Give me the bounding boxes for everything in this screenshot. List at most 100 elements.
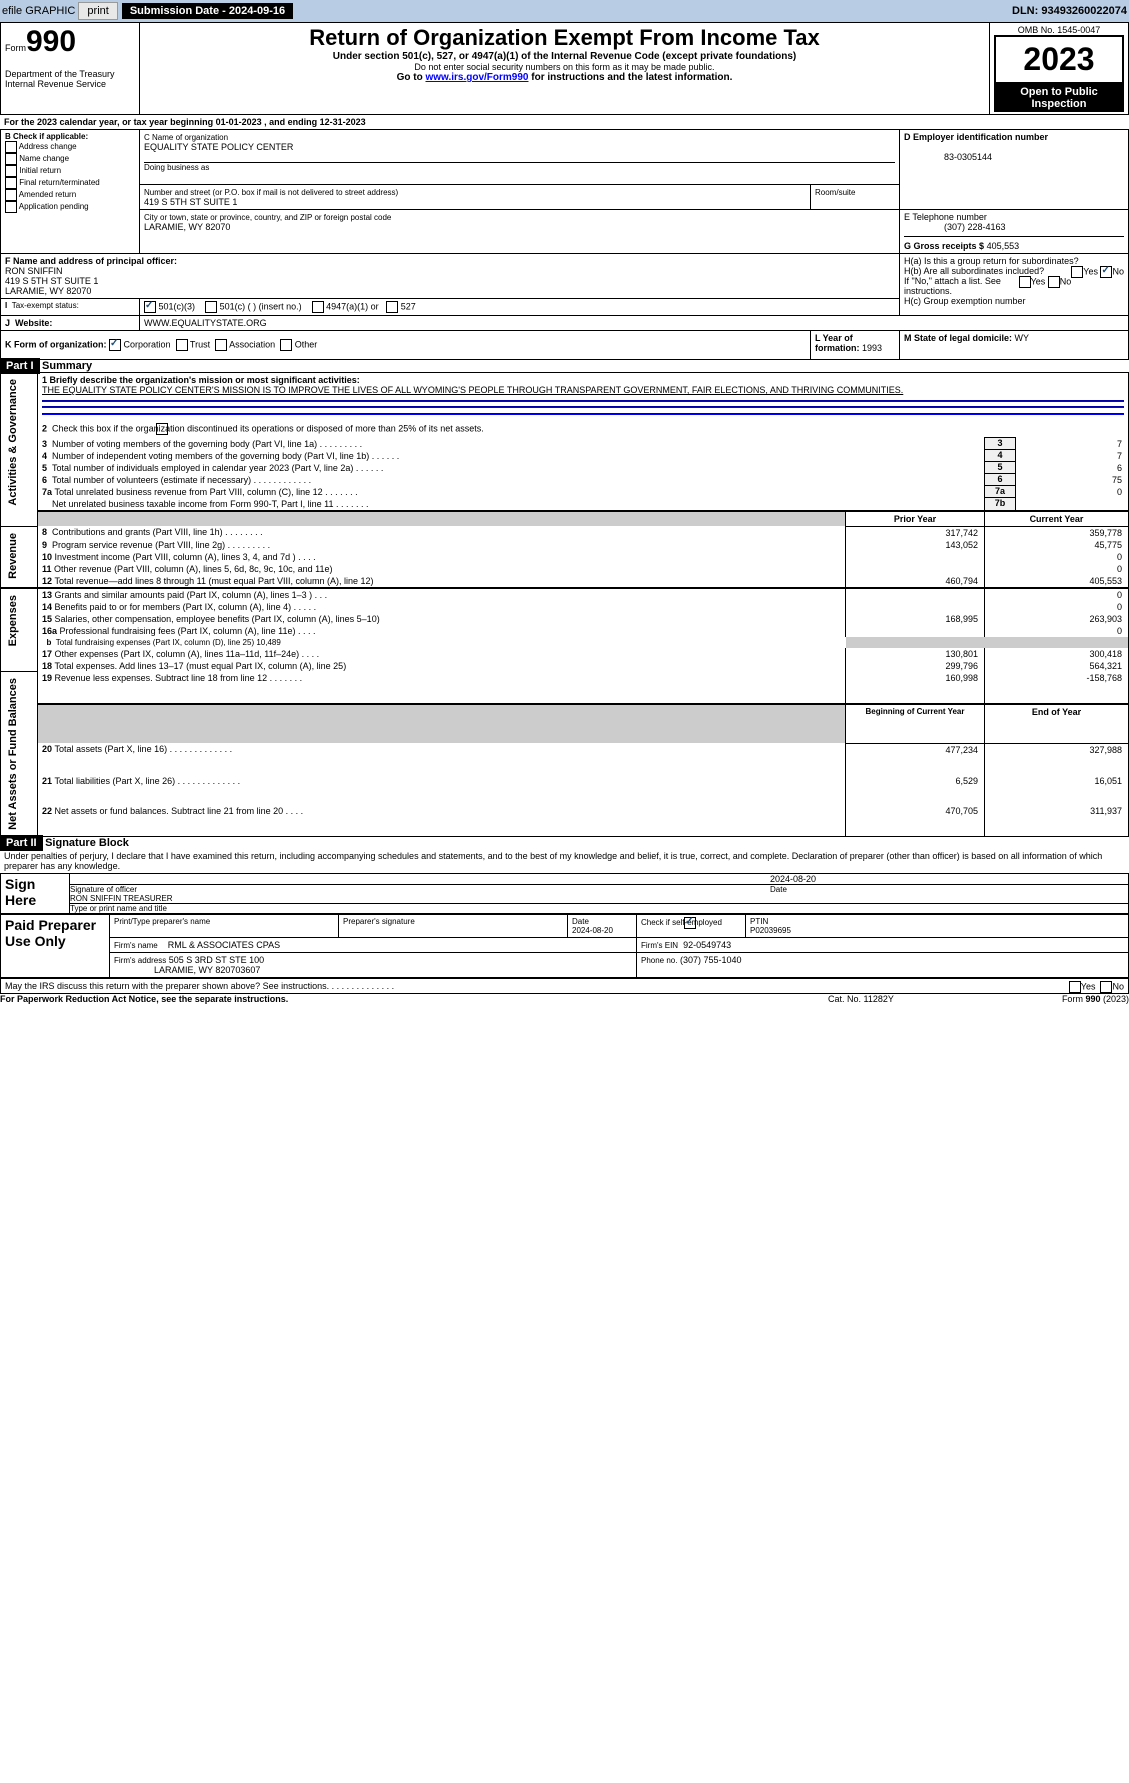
dept-label: Department of the Treasury (5, 69, 115, 79)
mission-label: 1 Briefly describe the organization's mi… (42, 375, 360, 385)
irs-link[interactable]: www.irs.gov/Form990 (425, 72, 528, 83)
cat-no: Cat. No. 11282Y (773, 994, 950, 1004)
entity-info: B Check if applicable: Address change Na… (0, 129, 1129, 360)
form-title: Return of Organization Exempt From Incom… (144, 25, 985, 51)
sign-date: 2024-08-20 (770, 873, 1129, 884)
topbar: efile GRAPHIC print Submission Date - 20… (0, 0, 1129, 22)
gov-section: Activities & Governance (5, 375, 21, 510)
paid-preparer: Paid Preparer Use Only Print/Type prepar… (0, 914, 1129, 978)
name-change-checkbox[interactable] (5, 153, 17, 165)
other-checkbox[interactable] (280, 339, 292, 351)
val-7b (1016, 498, 1129, 511)
dba-label: Doing business as (144, 162, 895, 172)
efile-label: efile GRAPHIC (2, 5, 75, 17)
ha-yes[interactable] (1071, 266, 1083, 278)
d-label: D Employer identification number (904, 132, 1048, 142)
trust-checkbox[interactable] (176, 339, 188, 351)
l-label: L Year of formation: (815, 333, 860, 353)
firm-addr: 505 S 3RD ST STE 100 (169, 955, 264, 965)
hb-yes[interactable] (1019, 276, 1031, 288)
print-button[interactable]: print (78, 2, 117, 20)
form-ref: Form 990 (2023) (949, 994, 1129, 1004)
sign-here: Sign Here (1, 873, 70, 913)
submission-date: Submission Date - 2024-09-16 (122, 3, 293, 19)
form-label: Form (5, 43, 26, 53)
irs-label: Internal Revenue Service (5, 79, 106, 89)
firm-name: RML & ASSOCIATES CPAS (168, 940, 280, 950)
summary-table: Activities & Governance 1 Briefly descri… (0, 372, 1129, 837)
pending-checkbox[interactable] (5, 201, 17, 213)
line-a: For the 2023 calendar year, or tax year … (0, 115, 1129, 129)
year-formation: 1993 (862, 343, 882, 353)
self-employed-checkbox[interactable] (684, 917, 696, 929)
b-label: B Check if applicable: (5, 132, 88, 141)
hc-label: H(c) Group exemption number (904, 296, 1026, 306)
exp-section: Expenses (5, 591, 21, 650)
part1-title: Summary (42, 360, 92, 372)
street: 419 S 5TH ST SUITE 1 (144, 197, 237, 207)
527-checkbox[interactable] (386, 301, 398, 313)
c-label: C Name of organization (144, 133, 228, 142)
eoy-col: End of Year (985, 704, 1129, 743)
hb-no[interactable] (1048, 276, 1060, 288)
firm-ein: 92-0549743 (683, 940, 731, 950)
subtitle1: Under section 501(c), 527, or 4947(a)(1)… (144, 51, 985, 62)
street-label: Number and street (or P.O. box if mail i… (144, 188, 398, 197)
initial-checkbox[interactable] (5, 165, 17, 177)
boy-col: Beginning of Current Year (846, 704, 985, 743)
dln: DLN: 93493260022074 (1012, 5, 1127, 17)
f-label: F Name and address of principal officer: (5, 256, 177, 266)
form-header: Form990 Department of the Treasury Inter… (0, 22, 1129, 115)
addr-change-checkbox[interactable] (5, 141, 17, 153)
hb-label: H(b) Are all subordinates included? (904, 266, 1044, 276)
domicile: WY (1015, 333, 1030, 343)
line2-checkbox[interactable] (156, 423, 168, 435)
corp-checkbox[interactable] (109, 339, 121, 351)
k-label: K Form of organization: (5, 339, 107, 349)
form-number: 990 (26, 25, 76, 58)
final-checkbox[interactable] (5, 177, 17, 189)
hb2: If "No," attach a list. See instructions… (904, 276, 1001, 296)
officer-street: 419 S 5TH ST SUITE 1 (5, 276, 98, 286)
part2-label: Part II (0, 835, 43, 851)
ha-no[interactable] (1100, 266, 1112, 278)
4947-checkbox[interactable] (312, 301, 324, 313)
501c-checkbox[interactable] (205, 301, 217, 313)
firm-phone: (307) 755-1040 (680, 955, 742, 965)
org-name: EQUALITY STATE POLICY CENTER (144, 142, 293, 152)
discuss-text: May the IRS discuss this return with the… (5, 981, 329, 991)
officer-name: RON SNIFFIN (5, 266, 63, 276)
paid-label: Paid Preparer Use Only (1, 914, 110, 977)
val-5: 6 (1016, 462, 1129, 474)
j-label: Website: (15, 318, 52, 328)
ha-label: H(a) Is this a group return for subordin… (904, 256, 1079, 266)
val-6: 75 (1016, 474, 1129, 486)
prior-col: Prior Year (846, 511, 985, 527)
website: WWW.EQUALITYSTATE.ORG (144, 318, 267, 328)
officer-sig: RON SNIFFIN TREASURER (70, 894, 173, 903)
subtitle2: Do not enter social security numbers on … (144, 62, 985, 72)
room-label: Room/suite (815, 188, 855, 197)
val-4: 7 (1016, 450, 1129, 462)
amended-checkbox[interactable] (5, 189, 17, 201)
gross-receipts: 405,553 (987, 241, 1020, 251)
tax-year: 2023 (994, 35, 1124, 84)
501c3-checkbox[interactable] (144, 301, 156, 313)
ein: 83-0305144 (904, 152, 992, 162)
part1-label: Part I (0, 358, 40, 374)
g-label: G Gross receipts $ (904, 241, 984, 251)
rev-section: Revenue (5, 529, 21, 583)
discuss-no[interactable] (1100, 981, 1112, 993)
m-label: M State of legal domicile: (904, 333, 1012, 343)
discuss-yes[interactable] (1069, 981, 1081, 993)
part2-title: Signature Block (45, 837, 129, 849)
current-col: Current Year (985, 511, 1129, 527)
ptin: P02039695 (750, 926, 791, 935)
val-7a: 0 (1016, 486, 1129, 498)
i-label: Tax-exempt status: (12, 301, 79, 310)
mission-text: THE EQUALITY STATE POLICY CENTER'S MISSI… (42, 385, 903, 395)
perjury-text: Under penalties of perjury, I declare th… (0, 849, 1129, 873)
assoc-checkbox[interactable] (215, 339, 227, 351)
pra-notice: For Paperwork Reduction Act Notice, see … (0, 994, 773, 1004)
officer-city: LARAMIE, WY 82070 (5, 286, 91, 296)
